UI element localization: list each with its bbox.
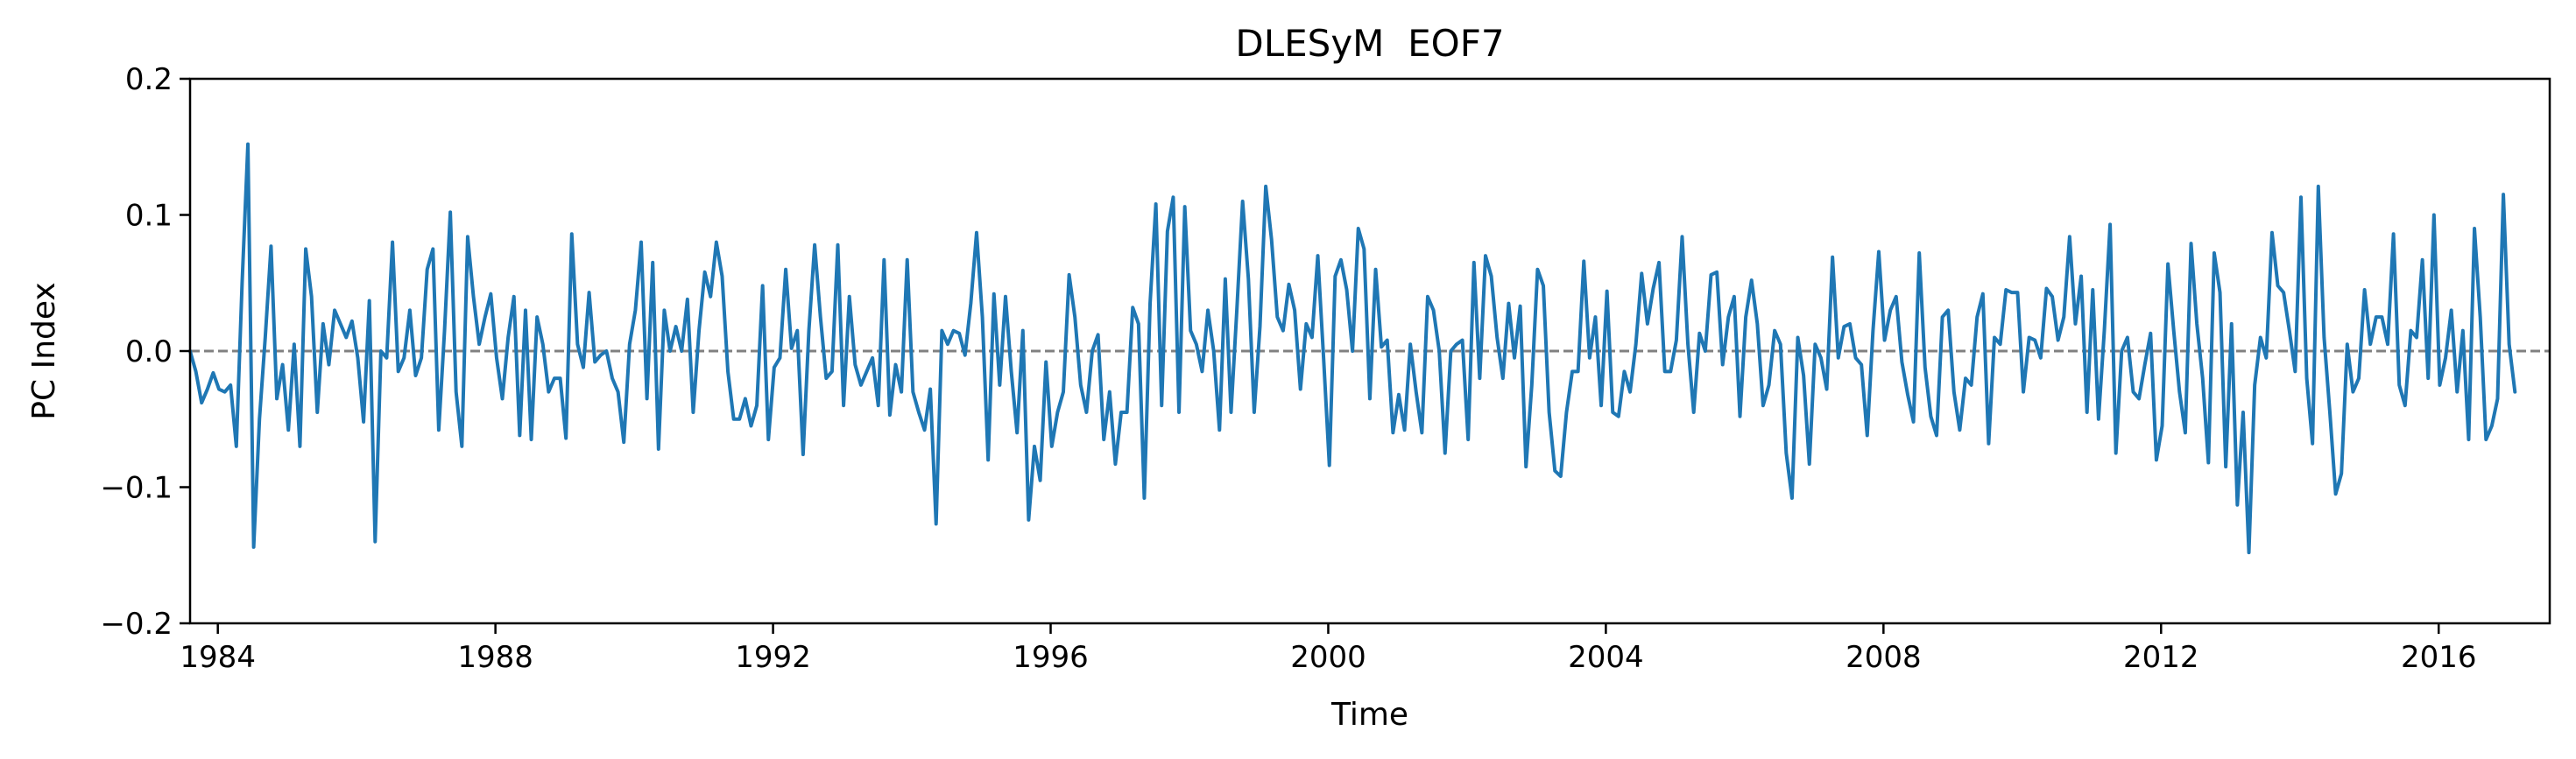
y-tick-label: 0.2	[125, 62, 173, 97]
x-tick-label: 1992	[735, 640, 811, 675]
y-tick-label: 0.0	[125, 334, 173, 369]
x-tick-label: 2008	[1846, 640, 1922, 675]
y-axis-label: PC Index	[26, 282, 62, 419]
x-tick-label: 2012	[2123, 640, 2199, 675]
x-tick-label: 2004	[1568, 640, 1644, 675]
x-tick-label: 2000	[1290, 640, 1366, 675]
x-tick-label: 1996	[1013, 640, 1089, 675]
chart-title: DLESyM EOF7	[1235, 22, 1504, 65]
y-tick-label: −0.2	[100, 607, 173, 642]
y-tick-label: 0.1	[125, 199, 173, 234]
x-tick-label: 1988	[457, 640, 533, 675]
y-tick-label: −0.1	[100, 471, 173, 506]
x-ticks: 1984 1988 1992 1996 2000 2004 2008 2012 2016	[180, 623, 2476, 675]
x-axis-label: Time	[1330, 697, 1408, 733]
x-tick-label: 1984	[180, 640, 256, 675]
series-line-0	[188, 142, 2517, 555]
series-layer	[188, 142, 2517, 555]
y-ticks: 0.2 0.1 0.0 −0.1 −0.2	[100, 62, 190, 642]
x-tick-label: 2016	[2401, 640, 2477, 675]
